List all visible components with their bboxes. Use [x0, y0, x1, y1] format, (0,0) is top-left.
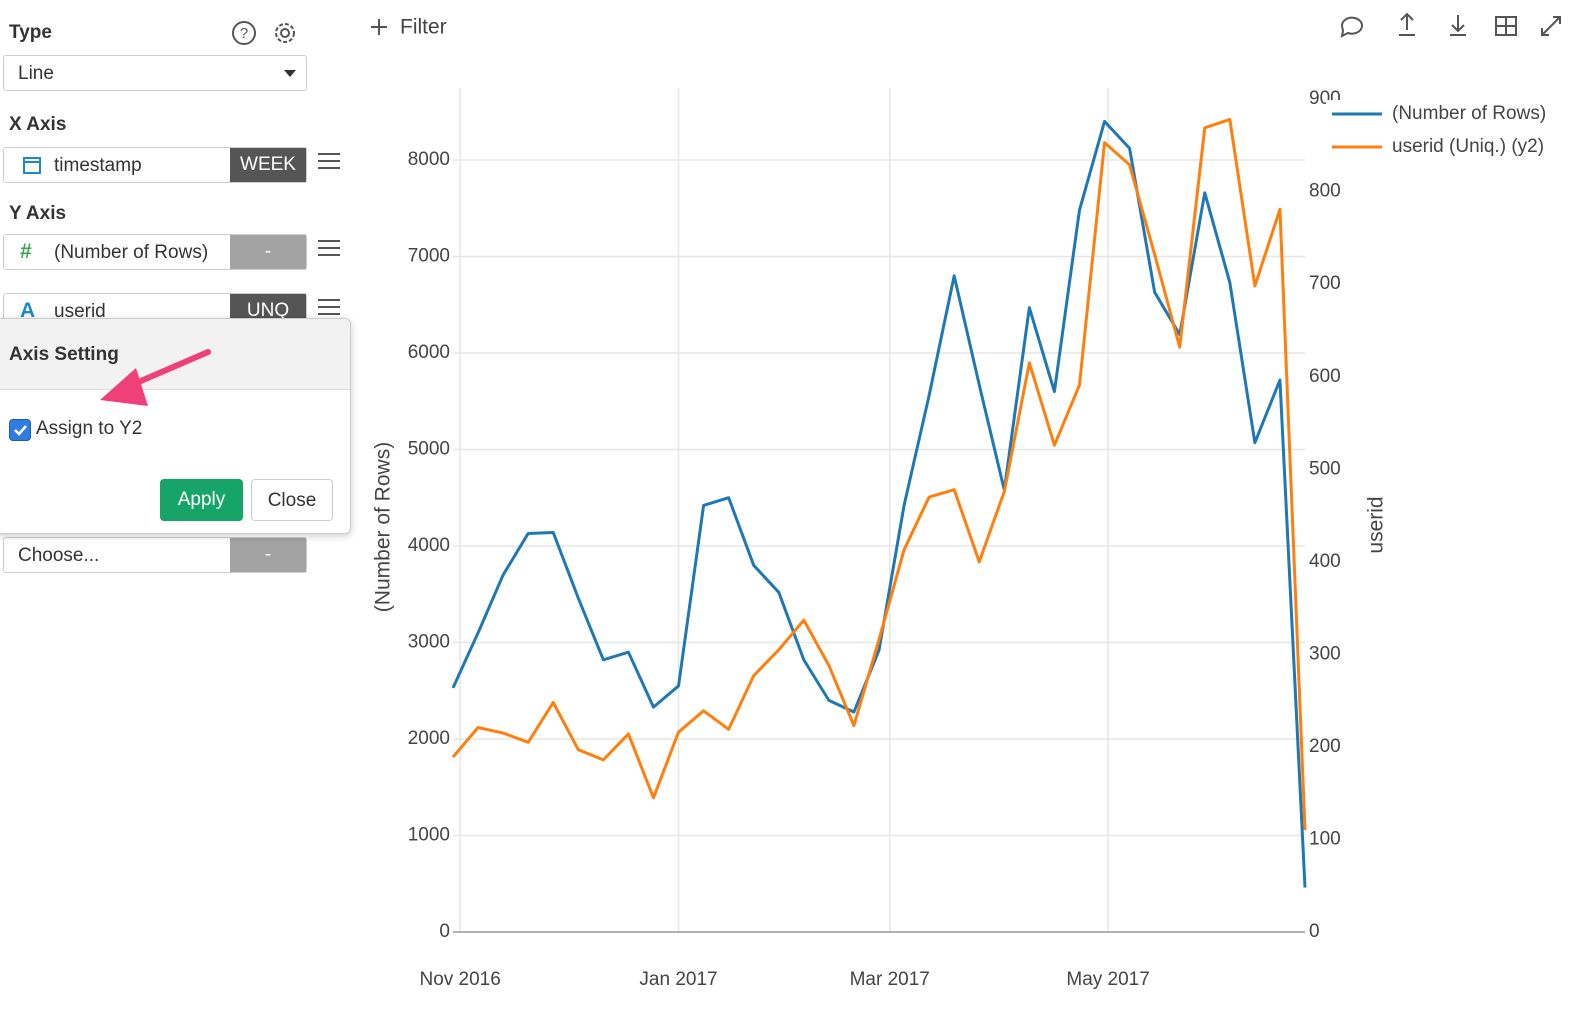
legend-background	[1326, 100, 1592, 164]
text-icon: A	[20, 299, 36, 322]
menu-icon[interactable]	[318, 235, 340, 261]
choose-agg[interactable]: -	[230, 538, 306, 572]
popup-header	[0, 319, 350, 390]
axis-setting-popup: Axis Setting Assign to Y2 Apply Close	[0, 318, 351, 534]
type-value: Line	[18, 63, 54, 84]
y-field-name: userid	[54, 301, 106, 322]
y-tick-label: 4000	[408, 535, 450, 556]
type-select[interactable]: Line	[3, 55, 307, 91]
close-button[interactable]: Close	[251, 479, 333, 521]
y-tick-label: 5000	[408, 439, 450, 460]
y-tick-label: 0	[439, 921, 450, 942]
y2-tick-label: 100	[1309, 828, 1341, 849]
x-tick-label: Mar 2017	[850, 969, 930, 990]
x-field[interactable]: timestamp WEEK	[3, 147, 307, 183]
y2-tick-label: 0	[1309, 921, 1320, 942]
checkbox[interactable]	[9, 419, 31, 441]
checkbox-label: Assign to Y2	[36, 418, 143, 439]
y2-tick-label: 800	[1309, 181, 1341, 202]
y-axis-title: (Number of Rows)	[372, 442, 395, 612]
y-field[interactable]: # (Number of Rows) -	[3, 234, 307, 270]
x-tick-label: Jan 2017	[639, 969, 717, 990]
x-axis-label: X Axis	[9, 114, 67, 135]
choose-field[interactable]: Choose... -	[3, 537, 307, 573]
choose-name: Choose...	[18, 545, 100, 566]
y-tick-label: 1000	[408, 825, 450, 846]
popup-title: Axis Setting	[9, 344, 119, 365]
x-tick-label: Nov 2016	[419, 969, 500, 990]
menu-icon[interactable]	[318, 148, 340, 174]
y-tick-label: 6000	[408, 342, 450, 363]
y2-tick-label: 600	[1309, 366, 1341, 387]
caret	[284, 70, 296, 83]
toolbar-icons[interactable]	[1340, 12, 1561, 38]
y2-tick-label: 300	[1309, 643, 1341, 664]
x-agg[interactable]: WEEK	[230, 148, 306, 182]
y-axis-label: Y Axis	[9, 203, 67, 224]
type-label: Type	[9, 22, 52, 43]
filter-plus	[371, 19, 387, 35]
y-tick-label: 7000	[408, 246, 450, 267]
filter-button[interactable]: Filter	[400, 16, 447, 39]
legend-label: userid (Uniq.) (y2)	[1392, 136, 1544, 157]
x-field-name: timestamp	[54, 155, 142, 176]
type-icons[interactable]: ?	[228, 18, 308, 48]
y-tick-label: 2000	[408, 728, 450, 749]
pointer-arrow	[100, 349, 211, 406]
calendar-icon	[23, 157, 41, 174]
y2-axis-title: userid	[1365, 496, 1388, 553]
apply-button[interactable]: Apply	[160, 479, 243, 521]
y-field-name: (Number of Rows)	[54, 242, 209, 263]
y-agg[interactable]: -	[230, 235, 306, 269]
y2-tick-label: 200	[1309, 736, 1341, 757]
y-tick-label: 8000	[408, 149, 450, 170]
numeric-icon: #	[20, 240, 32, 263]
x-tick-label: May 2017	[1066, 969, 1149, 990]
y-tick-label: 3000	[408, 632, 450, 653]
grid	[453, 88, 1305, 933]
y2-tick-label: 400	[1309, 551, 1341, 572]
menu-icon[interactable]	[318, 294, 340, 320]
svg-text:?: ?	[240, 25, 248, 42]
legend-label: (Number of Rows)	[1392, 103, 1546, 124]
series-line	[451, 117, 1307, 831]
y2-tick-label: 500	[1309, 458, 1341, 479]
y2-tick-label: 700	[1309, 273, 1341, 294]
series-line	[451, 119, 1307, 888]
check-mark	[14, 425, 27, 436]
